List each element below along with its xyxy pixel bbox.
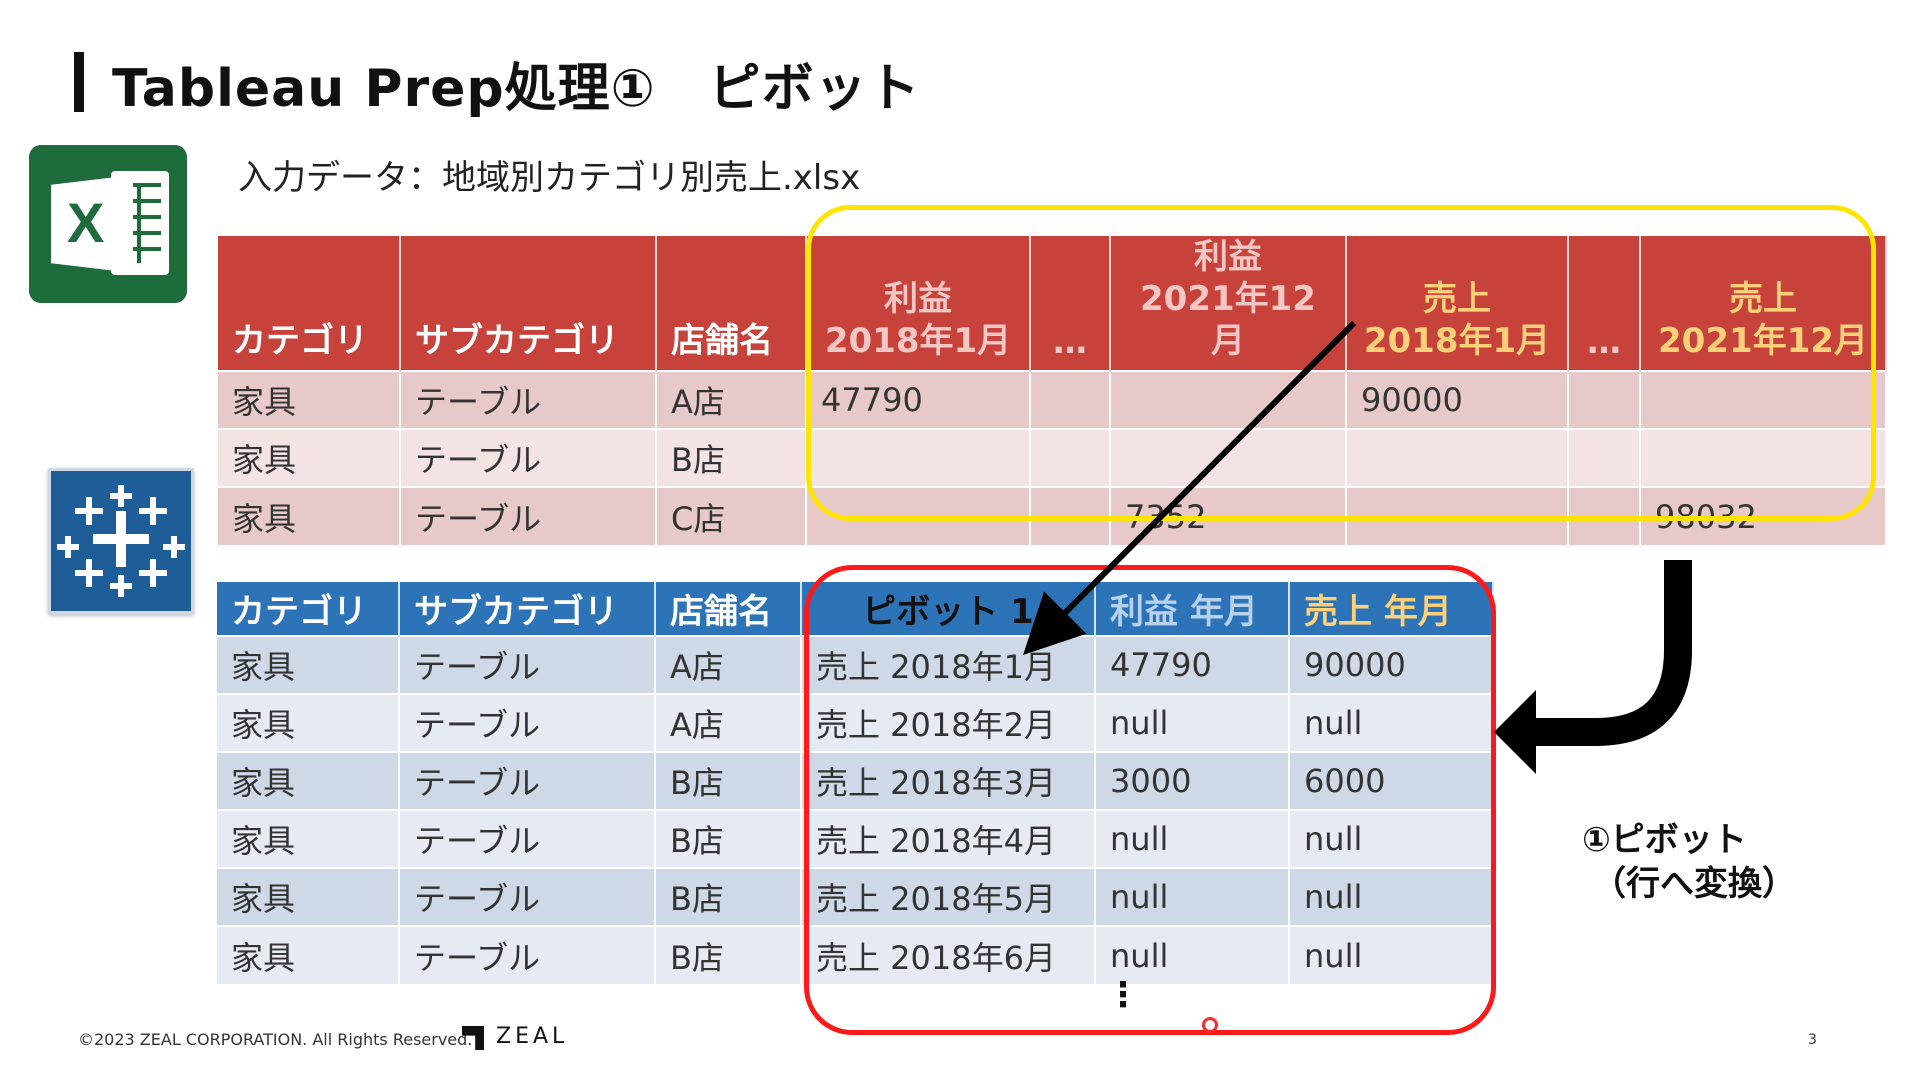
curved-arrow <box>1530 560 1692 746</box>
pivot-result-highlight <box>804 565 1496 1035</box>
table-cell: 家具 <box>217 693 400 752</box>
table-cell: 6000 <box>1289 751 1494 810</box>
curved-arrow-head <box>1494 690 1536 774</box>
table-cell: テーブル <box>399 751 656 810</box>
table-cell: null <box>1289 809 1494 868</box>
table-row: 家具 テーブル A店 売上 2018年2月 null null <box>217 693 1494 752</box>
table-cell: 売上 2018年5月 <box>801 867 1096 926</box>
table-cell: B店 <box>656 428 807 487</box>
page-title: Tableau Prep処理① ピボット <box>112 59 921 119</box>
table-cell <box>1568 428 1641 487</box>
header-store: 店舗名 <box>656 236 807 371</box>
page-number: 3 <box>1808 1032 1817 1048</box>
table-cell: 3000 <box>1095 751 1290 810</box>
header-sales-2021-12: 売上 2021年12月 <box>1640 236 1887 371</box>
table-cell: 家具 <box>217 751 400 810</box>
table-cell: C店 <box>656 486 807 545</box>
table-cell: null <box>1095 867 1290 926</box>
table-cell <box>1346 428 1569 487</box>
table-cell: テーブル <box>400 486 657 545</box>
table-cell: 売上 2018年3月 <box>801 751 1096 810</box>
table-cell: null <box>1095 925 1290 984</box>
header-store: 店舗名 <box>655 582 802 636</box>
table-cell: null <box>1289 693 1494 752</box>
table-cell: 90000 <box>1346 370 1569 429</box>
table-cell: B店 <box>655 751 802 810</box>
table-cell: null <box>1289 867 1494 926</box>
table-cell: B店 <box>655 925 802 984</box>
table-cell: テーブル <box>400 370 657 429</box>
table-cell: 47790 <box>806 370 1031 429</box>
header-subcategory: サブカテゴリ <box>400 236 657 371</box>
title-accent-bar <box>74 52 84 112</box>
cursor-marker <box>1202 1017 1218 1033</box>
input-data-label: 入力データ：地域別カテゴリ別売上.xlsx <box>238 158 861 198</box>
table-cell: テーブル <box>399 867 656 926</box>
table-cell: A店 <box>655 635 802 694</box>
table-row: 家具 テーブル A店 売上 2018年1月 47790 90000 <box>217 635 1494 694</box>
brand-logo-text: ZEAL <box>496 1024 569 1049</box>
table-cell <box>1640 370 1887 429</box>
table-cell: 売上 2018年1月 <box>801 635 1096 694</box>
table-cell: 売上 2018年6月 <box>801 925 1096 984</box>
table-cell: null <box>1289 925 1494 984</box>
table-row: 家具 テーブル B店 売上 2018年5月 null null <box>217 867 1494 926</box>
table-cell: B店 <box>655 809 802 868</box>
pivot-step-sublabel: （行へ変換） <box>1592 864 1796 904</box>
table-cell: テーブル <box>399 635 656 694</box>
header-ellipsis: … <box>1568 236 1641 371</box>
header-sales-2018-01: 売上 2018年1月 <box>1346 236 1569 371</box>
table-cell: テーブル <box>400 428 657 487</box>
table-row: 家具 テーブル B店 売上 2018年3月 3000 6000 <box>217 751 1494 810</box>
table-cell: テーブル <box>399 693 656 752</box>
table-cell: 家具 <box>218 486 401 545</box>
header-profit-2018-01: 利益 2018年1月 <box>806 236 1031 371</box>
table-row: 家具 テーブル C店 7352 98032 <box>218 486 1887 545</box>
table-cell: テーブル <box>399 809 656 868</box>
table-cell: 47790 <box>1095 635 1290 694</box>
table-cell: 売上 2018年2月 <box>801 693 1096 752</box>
continuation-dots: ⋮ <box>1106 975 1140 1015</box>
table-cell: null <box>1095 693 1290 752</box>
copyright: ©2023 ZEAL CORPORATION. All Rights Reser… <box>78 1030 473 1049</box>
pivot-step-label: ①ピボット <box>1582 820 1747 860</box>
table-cell: 家具 <box>218 370 401 429</box>
table-cell: 90000 <box>1289 635 1494 694</box>
tableau-icon <box>48 468 194 614</box>
table-cell: 家具 <box>218 428 401 487</box>
table-row: 家具 テーブル B店 売上 2018年4月 null null <box>217 809 1494 868</box>
table-cell: 売上 2018年4月 <box>801 809 1096 868</box>
table-cell: 家具 <box>217 867 400 926</box>
table-cell: null <box>1095 809 1290 868</box>
header-category: カテゴリ <box>217 582 400 636</box>
header-category: カテゴリ <box>218 236 401 371</box>
table-cell: テーブル <box>399 925 656 984</box>
table-cell: A店 <box>656 370 807 429</box>
table-cell: 家具 <box>217 635 400 694</box>
excel-icon: X <box>29 145 187 303</box>
table-row: 家具 テーブル B店 売上 2018年6月 null null <box>217 925 1494 984</box>
table-cell <box>1568 370 1641 429</box>
table-cell: 家具 <box>217 809 400 868</box>
table-cell: 家具 <box>217 925 400 984</box>
table-cell: A店 <box>655 693 802 752</box>
pivot-columns-highlight <box>806 205 1876 521</box>
table-cell: B店 <box>655 867 802 926</box>
header-subcategory: サブカテゴリ <box>399 582 656 636</box>
